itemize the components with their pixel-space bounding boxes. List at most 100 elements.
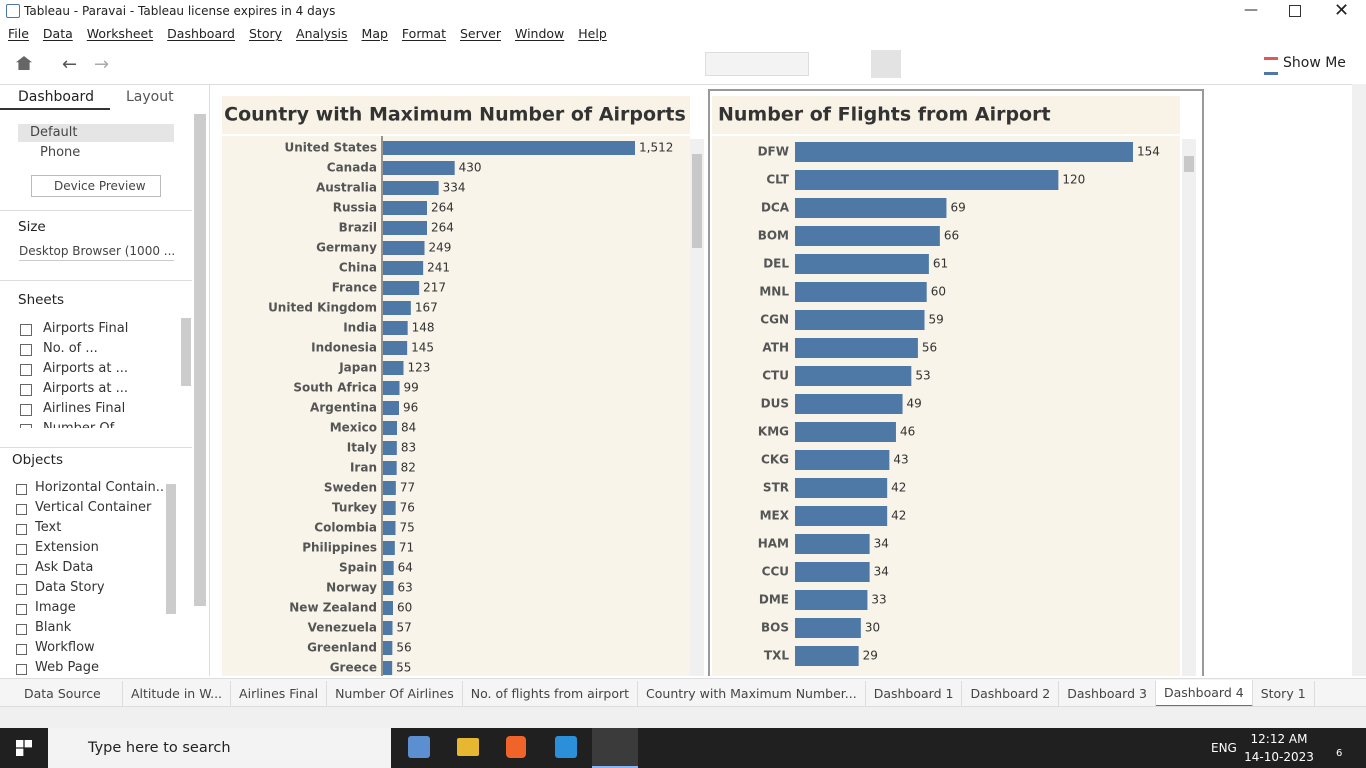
sheet-tab[interactable]: Number Of Airlines — [327, 680, 463, 706]
bar[interactable] — [383, 161, 455, 175]
bar[interactable] — [383, 661, 393, 675]
bar[interactable] — [383, 561, 394, 575]
bar[interactable] — [795, 142, 1133, 162]
show-me-icon[interactable] — [1264, 57, 1278, 75]
sheet-tab[interactable]: Altitude in W... — [123, 680, 232, 706]
bar[interactable] — [383, 641, 393, 655]
sheet-tab[interactable]: Dashboard 3 — [1059, 680, 1156, 706]
sheet-item[interactable]: Airports Final — [43, 321, 129, 336]
sheet-item[interactable]: No. of ... — [43, 341, 98, 356]
bar[interactable] — [383, 401, 399, 415]
sheet-tab[interactable]: Dashboard 2 — [962, 680, 1060, 706]
show-me-button[interactable]: Show Me — [1283, 55, 1346, 71]
sheet-icon[interactable] — [20, 364, 32, 376]
bar[interactable] — [383, 541, 395, 555]
bar[interactable] — [383, 501, 396, 515]
object-item[interactable]: Extension — [35, 540, 99, 555]
bar[interactable] — [383, 361, 404, 375]
menu-item[interactable]: Help — [578, 26, 607, 41]
bar[interactable] — [795, 310, 925, 330]
chart-scroll-track[interactable] — [690, 139, 704, 676]
bar[interactable] — [383, 341, 408, 355]
bar[interactable] — [795, 478, 888, 498]
sheet-icon[interactable] — [20, 424, 32, 428]
object-icon[interactable] — [16, 644, 27, 655]
bar[interactable] — [383, 481, 396, 495]
menu-item[interactable]: Analysis — [296, 26, 348, 41]
sheet-tab[interactable]: Dashboard 4 — [1155, 679, 1253, 707]
taskbar-explorer[interactable] — [457, 738, 479, 756]
bar[interactable] — [383, 381, 400, 395]
bar[interactable] — [383, 181, 439, 195]
bar[interactable] — [795, 338, 918, 358]
taskbar-vscode[interactable] — [555, 736, 577, 758]
sheet-item[interactable]: Airlines Final — [43, 401, 126, 416]
object-icon[interactable] — [16, 664, 27, 675]
menu-item[interactable]: Server — [459, 26, 501, 41]
sheet-tab[interactable]: Data Source — [0, 680, 123, 706]
chart-scroll-thumb[interactable] — [1184, 156, 1194, 172]
object-icon[interactable] — [16, 624, 27, 635]
sheet-tab[interactable]: No. of flights from airport — [463, 680, 639, 706]
bar[interactable] — [383, 201, 427, 215]
close-button[interactable]: ✕ — [1334, 0, 1350, 21]
restore-button[interactable] — [1289, 5, 1301, 17]
taskbar-tableau[interactable] — [592, 728, 638, 768]
notification-count[interactable]: 6 — [1336, 748, 1343, 759]
device-option[interactable]: Phone — [40, 145, 81, 160]
sheet-item[interactable]: Number Of — [43, 421, 114, 428]
object-item[interactable]: Ask Data — [35, 560, 94, 575]
sheet-icon[interactable] — [20, 384, 32, 396]
bar[interactable] — [795, 506, 888, 526]
bar[interactable] — [383, 441, 397, 455]
menu-item[interactable]: Story — [248, 26, 283, 41]
object-icon[interactable] — [16, 504, 27, 515]
menu-item[interactable]: Dashboard — [167, 26, 235, 41]
bar[interactable] — [795, 646, 859, 666]
object-item[interactable]: Text — [35, 520, 62, 535]
bar[interactable] — [795, 198, 947, 218]
bar[interactable] — [383, 321, 408, 335]
bar[interactable] — [383, 461, 397, 475]
panel-tab[interactable]: Dashboard — [18, 89, 94, 105]
bar[interactable] — [383, 261, 424, 275]
object-icon[interactable] — [16, 544, 27, 555]
bar[interactable] — [795, 366, 912, 386]
presentation-button[interactable] — [871, 50, 901, 78]
menu-item[interactable]: Worksheet — [86, 26, 154, 41]
bar[interactable] — [795, 590, 868, 610]
sheet-icon[interactable] — [20, 404, 32, 416]
object-icon[interactable] — [16, 584, 27, 595]
back-icon[interactable]: ← — [62, 54, 78, 75]
bar[interactable] — [383, 621, 393, 635]
object-icon[interactable] — [16, 484, 27, 495]
menu-item[interactable]: Map — [361, 26, 388, 41]
bar[interactable] — [795, 254, 929, 274]
bar[interactable] — [795, 282, 927, 302]
bar[interactable] — [795, 534, 870, 554]
menu-item[interactable]: File — [8, 26, 29, 41]
object-item[interactable]: Data Story — [35, 580, 105, 595]
sheet-tab[interactable]: Dashboard 1 — [866, 680, 963, 706]
taskbar-app[interactable] — [408, 736, 430, 758]
sheet-tab[interactable]: Airlines Final — [231, 680, 328, 706]
object-icon[interactable] — [16, 524, 27, 535]
clock-date[interactable]: 14-10-2023 — [1244, 750, 1314, 764]
dashboard-scrollbar[interactable] — [1352, 84, 1366, 676]
object-icon[interactable] — [16, 564, 27, 575]
bar[interactable] — [383, 601, 393, 615]
bar[interactable] — [795, 450, 890, 470]
bar[interactable] — [795, 226, 940, 246]
object-item[interactable]: Horizontal Contain... — [35, 480, 165, 495]
menu-item[interactable]: Format — [401, 26, 446, 41]
object-item[interactable]: Workflow — [35, 640, 95, 655]
bar[interactable] — [795, 170, 1059, 190]
forward-icon[interactable]: → — [94, 54, 110, 75]
clock-time[interactable]: 12:12 AM — [1250, 732, 1308, 746]
menu-item[interactable]: Window — [514, 26, 565, 41]
search-placeholder[interactable]: Type here to search — [88, 740, 231, 756]
object-icon[interactable] — [16, 604, 27, 615]
search-box[interactable] — [48, 728, 391, 768]
home-icon[interactable] — [16, 56, 32, 70]
sheet-tab[interactable]: Country with Maximum Number... — [638, 680, 866, 706]
